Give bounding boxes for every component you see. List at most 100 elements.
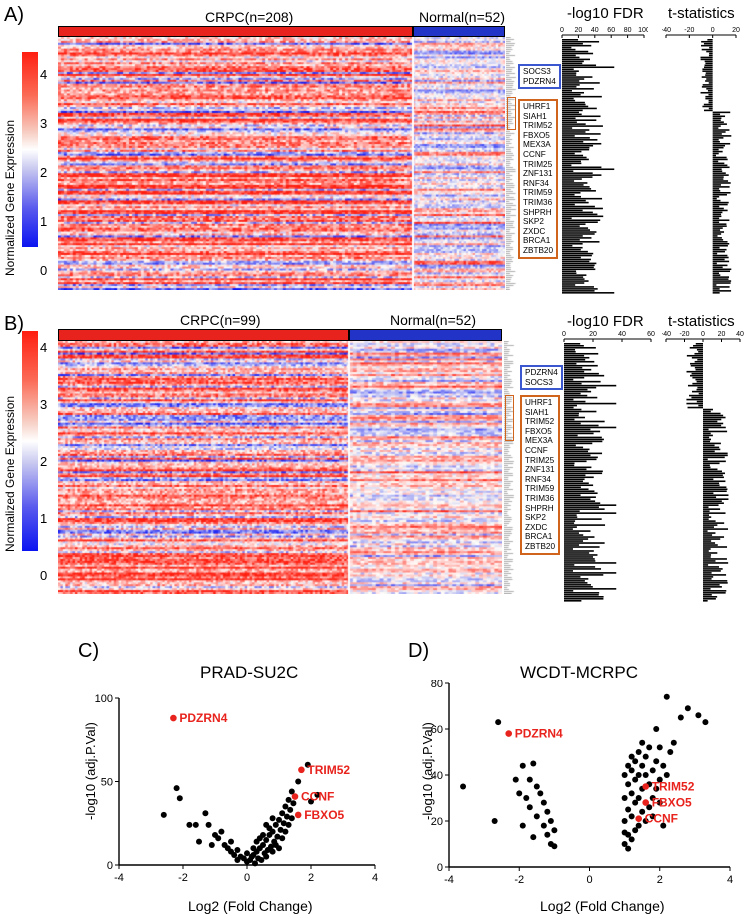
- data-point: [256, 835, 263, 842]
- bar: [562, 192, 581, 194]
- bar: [703, 466, 711, 469]
- gene-label: PDZRN4: [523, 76, 556, 86]
- panel-b-colorbar-ticks: 4 3 2 1 0: [40, 319, 47, 604]
- bar: [564, 412, 579, 415]
- bar: [712, 193, 727, 196]
- bar: [704, 60, 713, 63]
- x-tick-label: 0: [244, 872, 250, 884]
- bar: [712, 170, 723, 172]
- bar: [564, 432, 594, 435]
- bar: [562, 97, 574, 100]
- highlight-label: PDZRN4: [179, 711, 227, 725]
- bar: [712, 160, 719, 163]
- bar: [564, 558, 595, 560]
- bar: [703, 584, 720, 586]
- bar: [564, 402, 617, 405]
- bar: [712, 203, 728, 206]
- bar: [562, 56, 580, 59]
- data-point: [660, 762, 667, 769]
- data-point: [282, 803, 289, 810]
- bar: [712, 233, 722, 235]
- axis-tick-label: 0: [562, 331, 566, 338]
- axis-tick-label: -40: [662, 27, 671, 34]
- bar: [704, 64, 713, 67]
- data-point: [304, 761, 311, 768]
- bar: [562, 107, 597, 110]
- gene-label: SIAH1: [525, 407, 549, 417]
- bar: [703, 478, 714, 481]
- data-point: [314, 791, 321, 798]
- bar: [701, 44, 713, 47]
- panel-b-letter: B): [4, 313, 24, 335]
- bar: [564, 600, 582, 602]
- bar: [562, 229, 590, 231]
- bar: [712, 292, 720, 294]
- bar: [562, 274, 587, 276]
- bar: [562, 203, 575, 206]
- bar: [564, 506, 599, 508]
- bar: [562, 76, 593, 78]
- bar: [564, 584, 591, 586]
- data-point: [621, 829, 628, 836]
- bar: [564, 534, 584, 536]
- bar: [564, 438, 604, 441]
- data-point: [308, 798, 314, 805]
- bar: [562, 241, 600, 243]
- data-point: [519, 762, 526, 769]
- y-tick-label: 0: [107, 860, 113, 872]
- bar: [703, 496, 717, 499]
- data-point: [173, 785, 180, 792]
- bar: [562, 74, 577, 76]
- bar: [564, 448, 590, 451]
- x-tick-label: -2: [178, 872, 188, 884]
- bar: [703, 500, 722, 502]
- bar: [703, 448, 721, 451]
- gene-label: TRIM25: [523, 159, 553, 169]
- gene-label: BRCA1: [523, 236, 551, 246]
- data-point: [628, 813, 635, 820]
- bar: [562, 144, 594, 147]
- bar: [564, 518, 602, 520]
- bar: [562, 215, 604, 218]
- bar: [703, 564, 709, 566]
- bar: [562, 174, 602, 176]
- bar: [562, 95, 602, 98]
- bar: [562, 292, 615, 294]
- data-point: [276, 845, 282, 852]
- panel-d-title: WCDT-MCRPC: [520, 663, 639, 682]
- bar: [564, 444, 576, 447]
- bar: [712, 207, 724, 210]
- bar: [562, 243, 583, 245]
- bar: [712, 135, 732, 137]
- bar: [703, 474, 723, 477]
- bar: [562, 207, 603, 210]
- bar: [564, 536, 595, 538]
- data-point: [263, 836, 270, 843]
- bar: [562, 52, 594, 55]
- data-point: [656, 799, 663, 806]
- panel-a-blue-gene-box: SOCS3 PDZRN4: [518, 64, 561, 90]
- bar: [562, 80, 580, 82]
- bar: [703, 490, 727, 493]
- bar: [562, 146, 590, 149]
- bar: [562, 197, 603, 200]
- bar: [562, 88, 594, 90]
- bar: [703, 556, 711, 558]
- gene-label: UHRF1: [523, 102, 551, 111]
- bar: [703, 66, 713, 69]
- bar: [703, 430, 728, 433]
- y-tick-label: 100: [95, 693, 113, 705]
- bar: [686, 354, 703, 357]
- bar: [703, 552, 718, 554]
- bar: [703, 418, 722, 421]
- bar: [712, 274, 721, 276]
- panel-b-blue-gene-box: PDZRN4 SOCS3: [520, 365, 563, 391]
- bar: [687, 384, 703, 387]
- bar: [564, 586, 593, 588]
- data-point: [540, 799, 547, 806]
- data-point: [269, 815, 276, 822]
- bar: [686, 398, 703, 401]
- bar: [712, 152, 719, 155]
- bar: [562, 288, 598, 290]
- bar: [564, 550, 594, 552]
